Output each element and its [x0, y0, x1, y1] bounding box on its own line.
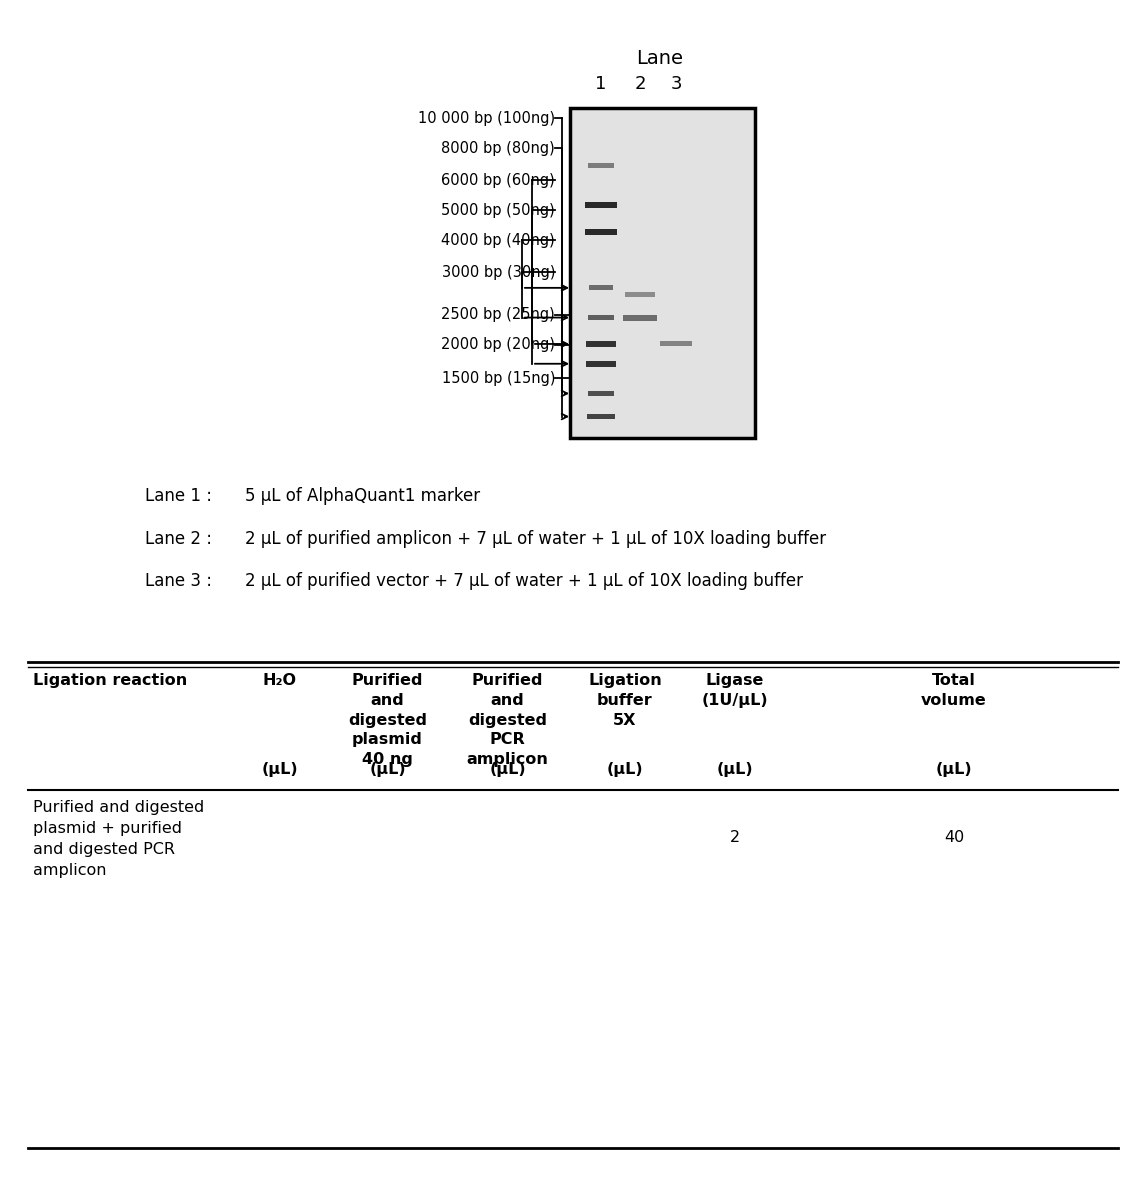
- Text: Ligation reaction: Ligation reaction: [33, 673, 187, 688]
- Text: 4000 bp (40ng): 4000 bp (40ng): [441, 232, 555, 248]
- Text: 10 000 bp (100ng): 10 000 bp (100ng): [418, 111, 555, 125]
- Text: Lane: Lane: [636, 50, 684, 68]
- Text: 3000 bp (30ng): 3000 bp (30ng): [442, 264, 555, 280]
- Text: 1: 1: [595, 76, 606, 93]
- Text: (μL): (μL): [262, 762, 298, 776]
- Bar: [585, 229, 617, 235]
- Bar: [585, 202, 617, 209]
- Text: 5 μL of AlphaQuant1 marker: 5 μL of AlphaQuant1 marker: [246, 487, 480, 505]
- Bar: [570, 109, 755, 438]
- Text: 2 μL of purified amplicon + 7 μL of water + 1 μL of 10X loading buffer: 2 μL of purified amplicon + 7 μL of wate…: [246, 530, 826, 548]
- Text: Purified
and
digested
plasmid
40 ng: Purified and digested plasmid 40 ng: [348, 673, 427, 767]
- Text: 1500 bp (15ng): 1500 bp (15ng): [442, 371, 555, 386]
- Text: Lane 2 :: Lane 2 :: [145, 530, 212, 548]
- Text: (μL): (μL): [717, 762, 754, 776]
- Text: Ligation
buffer
5X: Ligation buffer 5X: [588, 673, 662, 728]
- Text: 2500 bp (25ng): 2500 bp (25ng): [441, 308, 555, 322]
- Bar: [588, 315, 614, 320]
- Text: 3: 3: [670, 76, 682, 93]
- Text: (μL): (μL): [489, 762, 525, 776]
- Bar: [586, 341, 616, 347]
- Text: 2000 bp (20ng): 2000 bp (20ng): [441, 337, 555, 353]
- Text: (μL): (μL): [369, 762, 405, 776]
- Text: Purified
and
digested
PCR
amplicon: Purified and digested PCR amplicon: [467, 673, 548, 767]
- Bar: [588, 391, 614, 396]
- Text: 6000 bp (60ng): 6000 bp (60ng): [441, 172, 555, 188]
- Text: (μL): (μL): [935, 762, 972, 776]
- Text: H₂O: H₂O: [263, 673, 297, 688]
- Text: 2: 2: [634, 76, 645, 93]
- Text: Lane 1 :: Lane 1 :: [145, 487, 212, 505]
- Text: 2: 2: [730, 830, 740, 845]
- Text: 2 μL of purified vector + 7 μL of water + 1 μL of 10X loading buffer: 2 μL of purified vector + 7 μL of water …: [246, 572, 803, 590]
- Text: 40: 40: [944, 830, 964, 845]
- Bar: [625, 291, 656, 297]
- Bar: [587, 414, 616, 419]
- Text: Lane 3 :: Lane 3 :: [145, 572, 212, 590]
- Text: 5000 bp (50ng): 5000 bp (50ng): [441, 203, 555, 217]
- Text: Ligase
(1U/μL): Ligase (1U/μL): [701, 673, 769, 708]
- Bar: [624, 315, 657, 321]
- Bar: [588, 163, 614, 169]
- Bar: [660, 341, 692, 347]
- Bar: [589, 286, 613, 290]
- Text: Total
volume: Total volume: [922, 673, 987, 708]
- Bar: [586, 361, 616, 367]
- Text: Purified and digested
plasmid + purified
and digested PCR
amplicon: Purified and digested plasmid + purified…: [33, 800, 204, 878]
- Text: 8000 bp (80ng): 8000 bp (80ng): [441, 140, 555, 156]
- Text: (μL): (μL): [606, 762, 643, 776]
